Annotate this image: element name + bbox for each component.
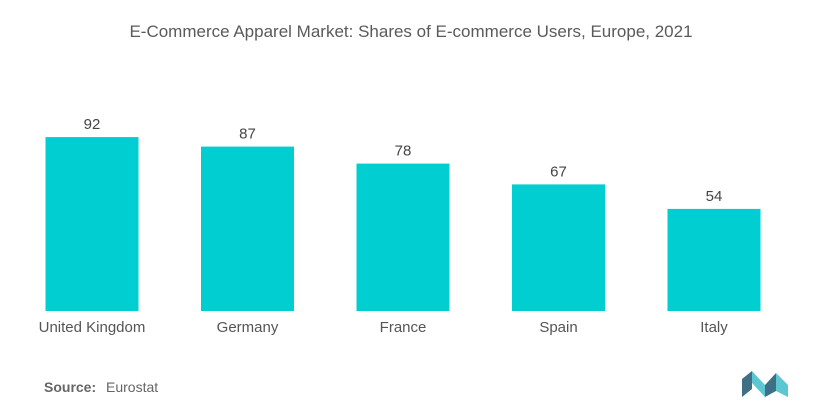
source-note: Source: Eurostat: [44, 379, 158, 395]
data-label: 54: [706, 188, 723, 205]
bar-united-kingdom: [45, 137, 139, 311]
source-label: Source:: [44, 379, 97, 395]
data-label: 78: [395, 143, 412, 160]
data-label: 92: [84, 116, 101, 133]
source-value: Eurostat: [106, 379, 159, 395]
chart-title: E-Commerce Apparel Market: Shares of E-c…: [129, 22, 693, 41]
x-tick-label: United Kingdom: [39, 319, 146, 336]
bar-france: [356, 163, 450, 311]
bar-italy: [667, 208, 761, 311]
x-tick-label: Spain: [539, 319, 577, 336]
x-tick-label: Italy: [700, 319, 728, 336]
bar-germany: [201, 146, 294, 311]
data-label: 87: [239, 126, 256, 143]
mordor-intelligence-logo-icon: [742, 371, 788, 397]
x-tick-label: France: [380, 319, 427, 336]
bar-spain: [512, 184, 605, 311]
data-label: 67: [550, 163, 567, 180]
x-tick-label: Germany: [217, 319, 279, 336]
